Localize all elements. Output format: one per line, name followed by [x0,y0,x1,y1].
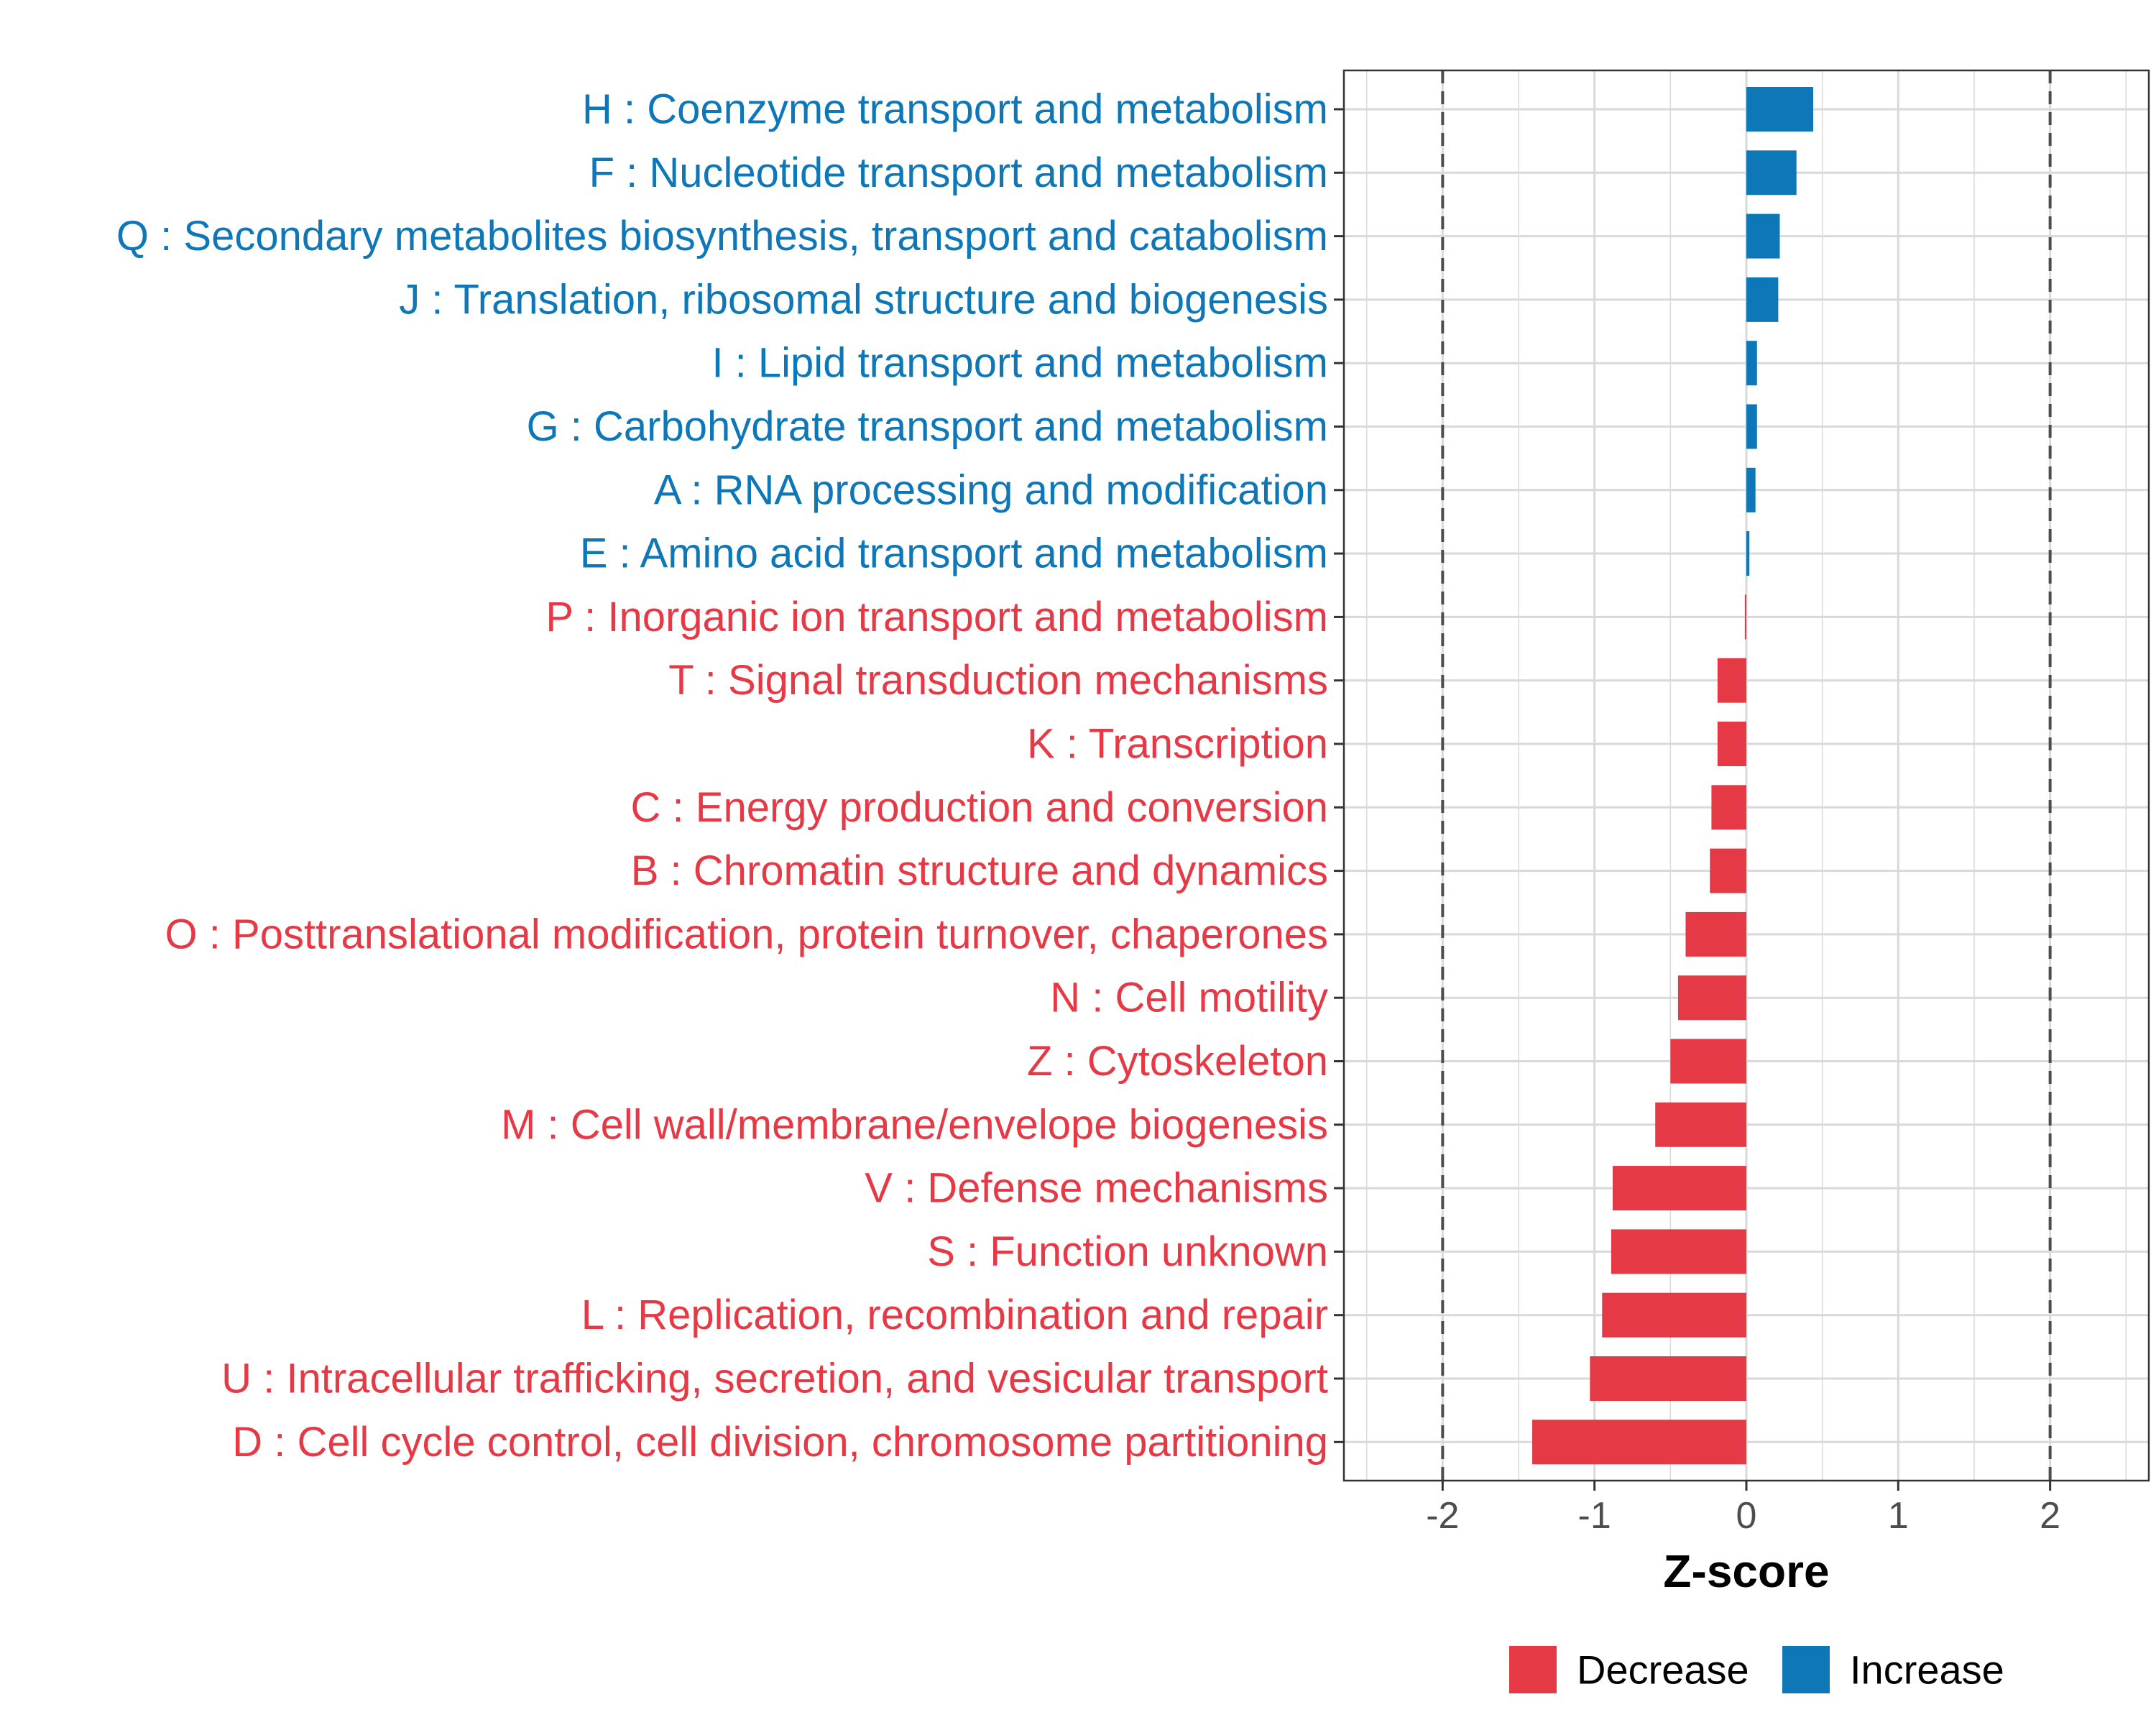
bar-b [1710,848,1746,893]
category-label: C : Energy production and conversion [631,784,1328,831]
category-label: Q : Secondary metabolites biosynthesis, … [116,213,1328,259]
bar-h [1746,87,1813,132]
category-label: F : Nucleotide transport and metabolism [589,150,1328,196]
category-label: A : RNA processing and modification [654,466,1328,513]
category-label: P : Inorganic ion transport and metaboli… [545,594,1328,640]
category-label: E : Amino acid transport and metabolism [580,530,1328,577]
category-label: D : Cell cycle control, cell division, c… [232,1419,1328,1466]
category-label: S : Function unknown [927,1228,1328,1275]
bar-d [1532,1420,1746,1465]
category-label: Z : Cytoskeleton [1027,1038,1328,1085]
x-tick-label: -1 [1578,1495,1611,1537]
category-label: H : Coenzyme transport and metabolism [582,86,1328,133]
bar-i [1746,341,1757,386]
bar-l [1602,1292,1746,1338]
legend: Decrease Increase [1509,1646,2004,1693]
legend-swatch-increase [1782,1646,1830,1693]
category-label: G : Carbohydrate transport and metabolis… [527,403,1328,450]
bar-u [1590,1356,1746,1401]
category-label: L : Replication, recombination and repai… [581,1292,1328,1338]
bar-q [1746,213,1780,259]
category-labels: H : Coenzyme transport and metabolism F :… [116,86,1328,1466]
x-axis-ticks: -2 -1 0 1 2 [1426,1481,2060,1537]
x-tick-label: -2 [1426,1495,1459,1537]
y-axis-ticks [1334,108,1344,1443]
legend-label-increase: Increase [1850,1647,2004,1693]
bar-p [1744,594,1746,640]
category-label: O : Posttranslational modification, prot… [165,911,1328,957]
category-label: V : Defense mechanisms [865,1165,1328,1212]
x-tick-label: 1 [1888,1495,1909,1537]
x-axis-title: Z-score [1663,1545,1829,1597]
legend-swatch-decrease [1509,1646,1557,1693]
category-label: B : Chromatin structure and dynamics [631,847,1328,894]
x-tick-label: 0 [1736,1495,1757,1537]
bar-k [1717,722,1746,766]
bar-n [1677,975,1746,1021]
bar-m [1655,1102,1746,1147]
category-label: J : Translation, ribosomal structure and… [399,276,1328,323]
category-label: U : Intracellular trafficking, secretion… [221,1356,1328,1402]
bars [1532,87,1813,1465]
threshold-lines [1441,70,2052,1481]
category-label: N : Cell motility [1050,975,1328,1021]
bar-f [1746,150,1797,196]
bar-g [1746,404,1757,449]
bar-e [1746,531,1750,576]
bar-v [1613,1166,1746,1211]
bar-s [1611,1229,1746,1274]
legend-label-decrease: Decrease [1577,1647,1749,1693]
category-label: I : Lipid transport and metabolism [711,340,1328,387]
bar-z [1670,1039,1746,1084]
category-label: M : Cell wall/membrane/envelope biogenes… [501,1101,1328,1148]
bar-j [1746,277,1779,322]
category-label: K : Transcription [1027,721,1328,768]
bar-t [1717,658,1746,703]
bar-c [1711,785,1746,830]
category-label: T : Signal transduction mechanisms [668,657,1328,704]
bar-o [1685,911,1746,957]
x-tick-label: 2 [2040,1495,2060,1537]
bar-a [1746,467,1756,512]
